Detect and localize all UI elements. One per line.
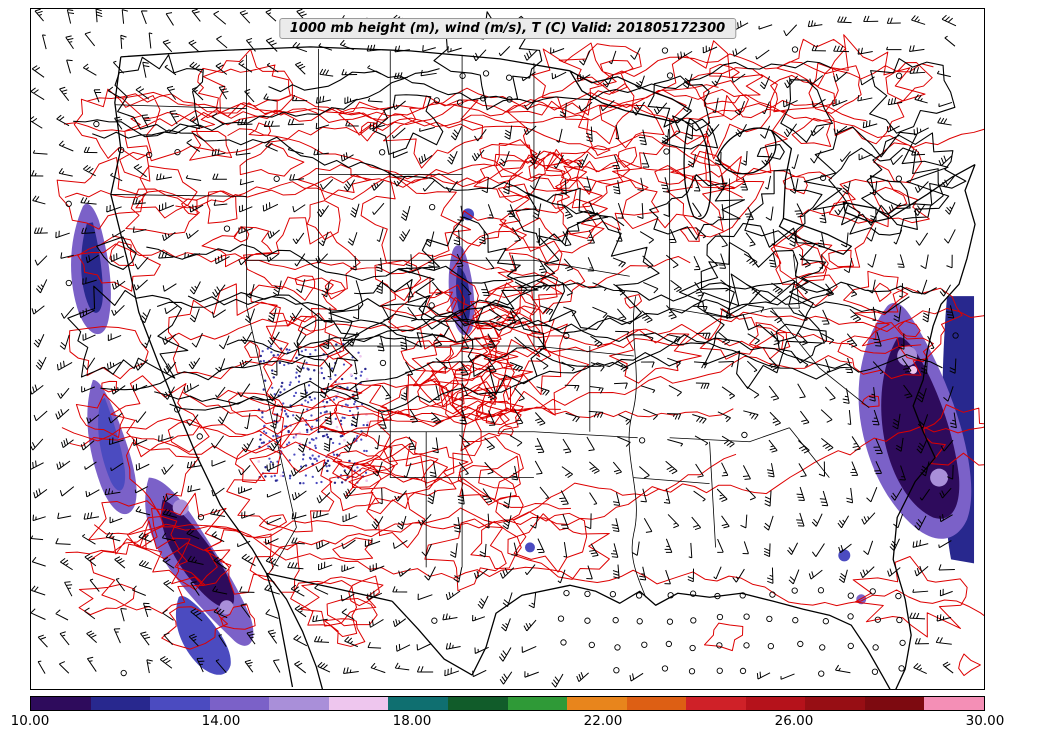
colorbar-segment bbox=[686, 697, 746, 710]
colorbar-tick-label: 30.00 bbox=[965, 713, 1005, 729]
colorbar-segment bbox=[269, 697, 329, 710]
colorbar-segment bbox=[31, 697, 91, 710]
colorbar-segment bbox=[924, 697, 984, 710]
colorbar-tick-label: 18.00 bbox=[392, 713, 432, 729]
conus-weather-map bbox=[31, 9, 984, 689]
colorbar-segment bbox=[447, 697, 508, 710]
colorbar-segment bbox=[626, 697, 687, 710]
colorbar-segment bbox=[328, 697, 389, 710]
colorbar-tick-label: 26.00 bbox=[774, 713, 814, 729]
colorbar-tick-label: 14.00 bbox=[201, 713, 241, 729]
colorbar-segment bbox=[864, 697, 925, 710]
temperature-colorbar bbox=[30, 696, 985, 711]
colorbar-segment bbox=[745, 697, 806, 710]
colorbar-segment bbox=[90, 697, 151, 710]
colorbar-tick-label: 22.00 bbox=[583, 713, 623, 729]
colorbar-segment bbox=[805, 697, 865, 710]
colorbar-segment bbox=[209, 697, 270, 710]
map-plot-area: 1000 mb height (m), wind (m/s), T (C) Va… bbox=[30, 8, 985, 690]
colorbar-segment bbox=[507, 697, 568, 710]
colorbar-tick-labels: 10.00 14.00 18.00 22.00 26.00 30.00 bbox=[11, 713, 1005, 735]
colorbar-segment bbox=[150, 697, 210, 710]
colorbar-segment bbox=[567, 697, 627, 710]
plot-title: 1000 mb height (m), wind (m/s), T (C) Va… bbox=[289, 21, 726, 36]
colorbar-tick-label: 10.00 bbox=[10, 713, 50, 729]
plot-title-box: 1000 mb height (m), wind (m/s), T (C) Va… bbox=[278, 18, 737, 39]
colorbar-segment bbox=[388, 697, 448, 710]
